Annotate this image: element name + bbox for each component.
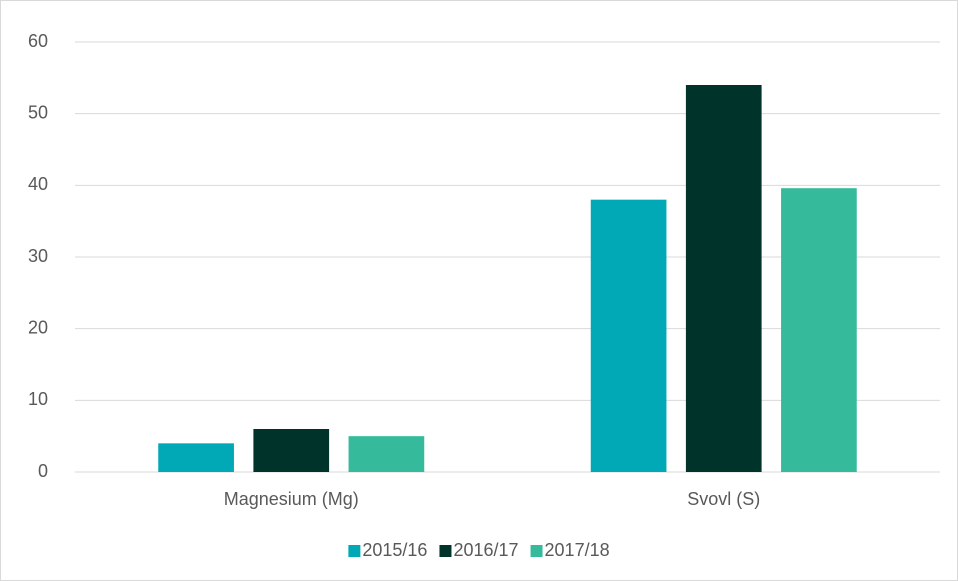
legend-label: 2015/16 (362, 540, 427, 560)
y-tick-label: 50 (28, 102, 48, 122)
bar (253, 429, 330, 472)
bar (685, 85, 762, 472)
y-tick-label: 0 (38, 461, 48, 481)
y-tick-label: 10 (28, 389, 48, 409)
y-tick-label: 40 (28, 174, 48, 194)
legend-label: 2017/18 (545, 540, 610, 560)
x-tick-label: Svovl (S) (687, 489, 760, 509)
x-tick-label: Magnesium (Mg) (224, 489, 359, 509)
legend-swatch (348, 545, 361, 557)
y-tick-label: 20 (28, 317, 48, 337)
y-tick-label: 30 (28, 246, 48, 266)
bar (158, 443, 234, 472)
legend-swatch (530, 545, 543, 557)
bar (348, 436, 425, 472)
y-tick-label: 60 (28, 31, 48, 51)
bar (781, 188, 857, 472)
bar (590, 199, 667, 472)
legend-label: 2016/17 (453, 540, 518, 560)
legend-swatch (439, 545, 452, 557)
